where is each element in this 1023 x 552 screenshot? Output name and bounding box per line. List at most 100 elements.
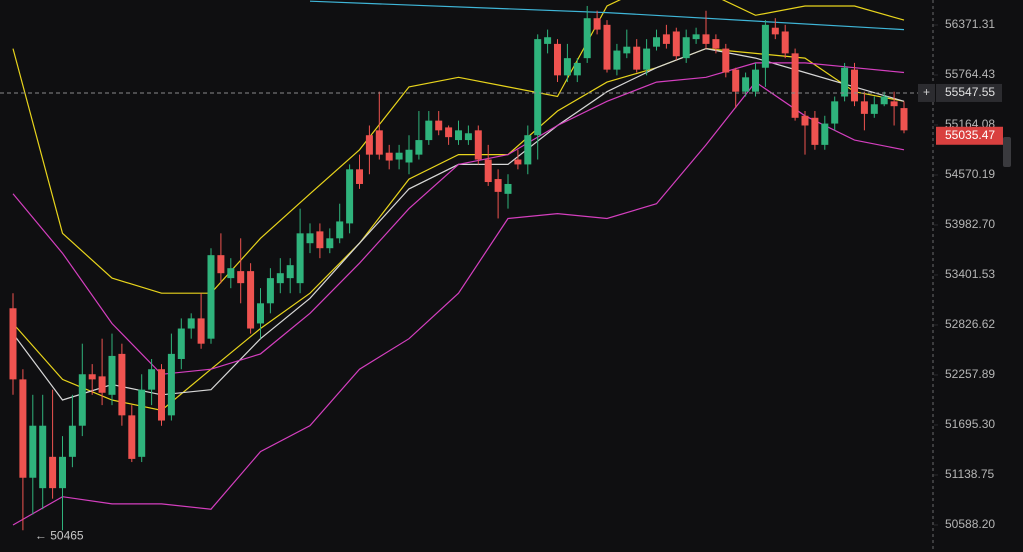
y-tick-label: 51695.30 bbox=[945, 417, 995, 431]
candle-body bbox=[603, 24, 611, 70]
candle-body bbox=[286, 265, 294, 279]
crosshair-price-label: 55547.55 bbox=[945, 85, 995, 99]
candle-body bbox=[722, 48, 730, 73]
candle-body bbox=[316, 231, 324, 249]
candle-body bbox=[78, 374, 86, 426]
candle-body bbox=[29, 425, 37, 478]
candle-body bbox=[148, 369, 156, 390]
candle-body bbox=[900, 108, 908, 131]
candle-body bbox=[752, 69, 759, 92]
candle-body bbox=[484, 159, 492, 183]
candle-body bbox=[306, 233, 314, 244]
y-tick-label: 56371.31 bbox=[945, 17, 995, 31]
crosshair-add-icon: + bbox=[923, 85, 930, 99]
candle-body bbox=[653, 37, 660, 47]
candle-body bbox=[257, 303, 264, 324]
y-tick-label: 51138.75 bbox=[945, 467, 994, 481]
candle-body bbox=[39, 425, 47, 489]
candle-body bbox=[187, 318, 195, 329]
y-tick-label: 52826.62 bbox=[945, 317, 995, 331]
candle-body bbox=[662, 34, 670, 44]
candle-body bbox=[583, 18, 591, 59]
candle-body bbox=[573, 62, 581, 76]
last-price-box bbox=[936, 126, 1003, 145]
low-marker-label: ← 50465 bbox=[35, 528, 84, 542]
candle-body bbox=[336, 221, 344, 239]
candle-body bbox=[385, 152, 393, 161]
candle-body bbox=[781, 31, 789, 54]
candle-body bbox=[554, 43, 561, 76]
candle-body bbox=[207, 255, 215, 339]
y-tick-label: 52257.89 bbox=[945, 367, 995, 381]
y-tick-label: 53401.53 bbox=[945, 267, 995, 281]
candle-body bbox=[158, 369, 165, 421]
candle-body bbox=[761, 24, 769, 68]
scroll-handle[interactable] bbox=[1003, 137, 1011, 167]
candle-body bbox=[514, 159, 522, 165]
candle-body bbox=[138, 389, 146, 457]
candle-body bbox=[118, 353, 126, 416]
candle-body bbox=[356, 169, 363, 184]
y-tick-label: 55764.43 bbox=[945, 67, 995, 81]
candle-body bbox=[692, 34, 700, 40]
candle-body bbox=[613, 50, 621, 70]
candle-body bbox=[880, 96, 888, 105]
candle-body bbox=[346, 169, 354, 224]
candle-body bbox=[59, 456, 66, 489]
y-tick-label: 50588.20 bbox=[945, 517, 995, 531]
candle-body bbox=[237, 271, 245, 284]
candle-body bbox=[643, 48, 651, 70]
last-price-label: 55035.47 bbox=[945, 128, 995, 142]
candle-body bbox=[712, 39, 720, 49]
candle-body bbox=[296, 233, 304, 284]
indicator-line bbox=[12, 0, 905, 294]
candle-body bbox=[702, 34, 710, 44]
candle-body bbox=[415, 140, 423, 155]
candle-body bbox=[464, 133, 472, 141]
candle-body bbox=[19, 379, 27, 478]
candle-body bbox=[771, 27, 779, 35]
candle-body bbox=[445, 127, 453, 138]
candle-body bbox=[593, 18, 601, 30]
candle-body bbox=[455, 130, 462, 141]
candle-body bbox=[890, 101, 898, 107]
candle-body bbox=[197, 318, 205, 344]
y-tick-label: 53982.70 bbox=[945, 217, 995, 231]
crosshair-label-box bbox=[936, 83, 1002, 102]
candle-body bbox=[326, 238, 334, 249]
candle-body bbox=[841, 67, 849, 97]
candle-body bbox=[247, 271, 255, 329]
candle-body bbox=[623, 46, 631, 54]
candle-body bbox=[474, 130, 482, 160]
candle-body bbox=[217, 255, 225, 274]
candle-body bbox=[365, 135, 373, 155]
candle-body bbox=[672, 31, 680, 57]
candle-body bbox=[435, 120, 443, 131]
candle-body bbox=[811, 117, 819, 145]
candle-body bbox=[98, 376, 106, 393]
candle-body bbox=[375, 130, 383, 155]
candle-body bbox=[177, 328, 185, 359]
candle-body bbox=[831, 101, 839, 124]
candle-body bbox=[860, 101, 868, 114]
candle-body bbox=[167, 353, 175, 416]
crosshair-add-button[interactable] bbox=[918, 83, 935, 102]
candle-body bbox=[9, 308, 17, 380]
candle-body bbox=[563, 58, 571, 76]
indicator-line bbox=[309, 0, 905, 31]
candle-body bbox=[494, 179, 502, 192]
candle-body bbox=[405, 149, 413, 163]
candle-body bbox=[801, 115, 809, 126]
candle-body bbox=[68, 425, 76, 457]
candle-body bbox=[266, 278, 274, 304]
plot-area bbox=[0, 0, 934, 531]
candle-body bbox=[851, 69, 858, 102]
candle-body bbox=[504, 183, 512, 194]
candle-body bbox=[227, 268, 235, 279]
candle-body bbox=[425, 120, 433, 141]
candle-body bbox=[534, 39, 542, 136]
candle-body bbox=[791, 53, 799, 118]
